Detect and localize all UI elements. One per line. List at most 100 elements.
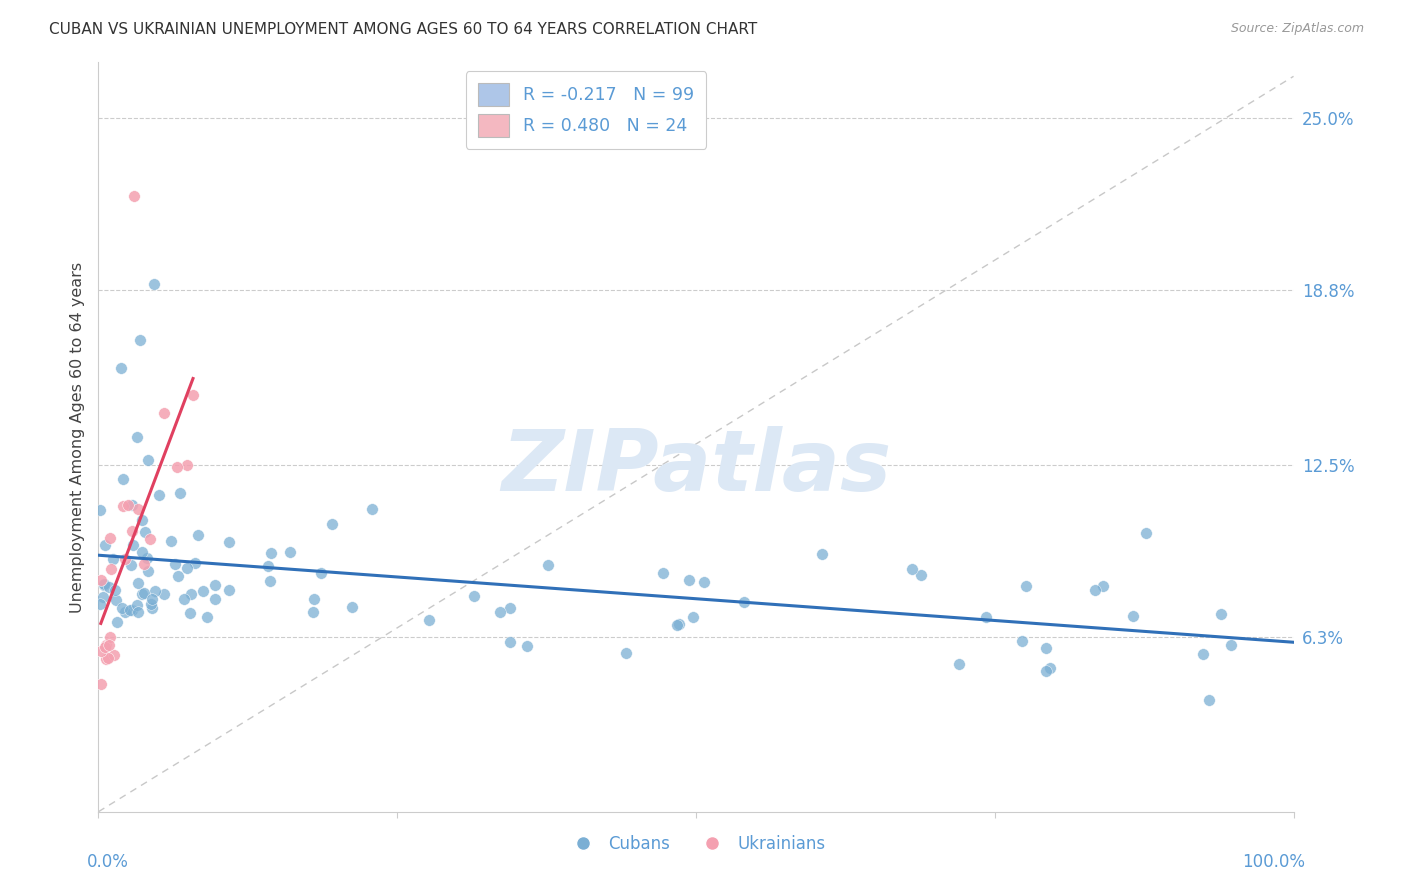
Point bbox=[90, 644, 112, 658]
Point bbox=[678, 573, 700, 587]
Point bbox=[901, 561, 924, 575]
Point bbox=[142, 277, 165, 292]
Point bbox=[340, 599, 363, 614]
Point bbox=[114, 552, 136, 566]
Point bbox=[169, 485, 191, 500]
Point bbox=[810, 547, 832, 561]
Point bbox=[121, 499, 143, 513]
Point bbox=[1039, 660, 1062, 674]
Point bbox=[148, 488, 170, 502]
Point bbox=[131, 545, 153, 559]
Point bbox=[141, 598, 163, 612]
Point bbox=[104, 593, 127, 607]
Point bbox=[1015, 579, 1038, 593]
Point bbox=[101, 552, 124, 566]
Point bbox=[614, 646, 637, 660]
Text: ZIPatlas: ZIPatlas bbox=[501, 425, 891, 508]
Point bbox=[651, 566, 673, 580]
Point bbox=[734, 595, 756, 609]
Point bbox=[112, 500, 135, 514]
Point bbox=[105, 615, 128, 629]
Point bbox=[93, 578, 115, 592]
Point bbox=[499, 600, 522, 615]
Point bbox=[1035, 664, 1057, 678]
Point bbox=[97, 638, 120, 652]
Point bbox=[1011, 633, 1033, 648]
Point bbox=[127, 605, 149, 619]
Point bbox=[89, 597, 111, 611]
Point bbox=[131, 587, 153, 601]
Point bbox=[120, 558, 142, 573]
Point bbox=[94, 652, 117, 666]
Point bbox=[693, 574, 716, 589]
Point bbox=[204, 577, 226, 591]
Point bbox=[97, 580, 120, 594]
Point bbox=[179, 606, 201, 620]
Point bbox=[98, 630, 121, 644]
Text: 100.0%: 100.0% bbox=[1243, 853, 1306, 871]
Point bbox=[304, 592, 326, 607]
Y-axis label: Unemployment Among Ages 60 to 64 years: Unemployment Among Ages 60 to 64 years bbox=[69, 261, 84, 613]
Point bbox=[96, 638, 118, 652]
Point bbox=[948, 657, 970, 671]
Point bbox=[136, 453, 159, 467]
Point bbox=[127, 576, 149, 591]
Point bbox=[114, 606, 136, 620]
Point bbox=[309, 566, 332, 580]
Point bbox=[1191, 647, 1213, 661]
Point bbox=[498, 635, 520, 649]
Point bbox=[1122, 609, 1144, 624]
Point bbox=[100, 562, 122, 576]
Point bbox=[489, 605, 512, 619]
Point bbox=[1198, 693, 1220, 707]
Point bbox=[153, 587, 176, 601]
Point bbox=[302, 605, 325, 619]
Point bbox=[141, 601, 163, 615]
Text: 0.0%: 0.0% bbox=[87, 853, 128, 871]
Point bbox=[110, 360, 132, 375]
Point bbox=[141, 592, 163, 607]
Point bbox=[117, 498, 139, 512]
Point bbox=[974, 610, 997, 624]
Point bbox=[136, 564, 159, 578]
Point bbox=[134, 558, 156, 572]
Point bbox=[1135, 526, 1157, 541]
Point bbox=[418, 613, 440, 627]
Point bbox=[124, 188, 146, 202]
Point bbox=[516, 640, 538, 654]
Point bbox=[159, 534, 181, 549]
Text: Source: ZipAtlas.com: Source: ZipAtlas.com bbox=[1230, 22, 1364, 36]
Point bbox=[166, 569, 188, 583]
Point bbox=[321, 516, 343, 531]
Point bbox=[93, 577, 115, 591]
Point bbox=[145, 584, 167, 599]
Point bbox=[165, 557, 187, 571]
Point bbox=[361, 502, 384, 516]
Point bbox=[180, 587, 202, 601]
Point bbox=[90, 574, 112, 588]
Point bbox=[260, 546, 283, 560]
Point bbox=[125, 430, 148, 444]
Point bbox=[111, 472, 134, 486]
Point bbox=[131, 513, 153, 527]
Point bbox=[204, 591, 226, 606]
Point bbox=[195, 609, 218, 624]
Point bbox=[110, 601, 132, 615]
Point bbox=[132, 586, 155, 600]
Point bbox=[94, 640, 117, 654]
Point bbox=[98, 531, 121, 545]
Point bbox=[463, 590, 485, 604]
Point bbox=[104, 583, 127, 598]
Point bbox=[135, 551, 157, 566]
Point bbox=[121, 603, 143, 617]
Text: CUBAN VS UKRAINIAN UNEMPLOYMENT AMONG AGES 60 TO 64 YEARS CORRELATION CHART: CUBAN VS UKRAINIAN UNEMPLOYMENT AMONG AG… bbox=[49, 22, 758, 37]
Point bbox=[128, 333, 150, 347]
Point bbox=[910, 568, 932, 582]
Point bbox=[280, 545, 302, 559]
Point bbox=[103, 648, 125, 662]
Point bbox=[97, 651, 120, 665]
Point bbox=[1091, 579, 1114, 593]
Point bbox=[259, 574, 281, 588]
Point bbox=[176, 458, 198, 472]
Point bbox=[537, 558, 560, 572]
